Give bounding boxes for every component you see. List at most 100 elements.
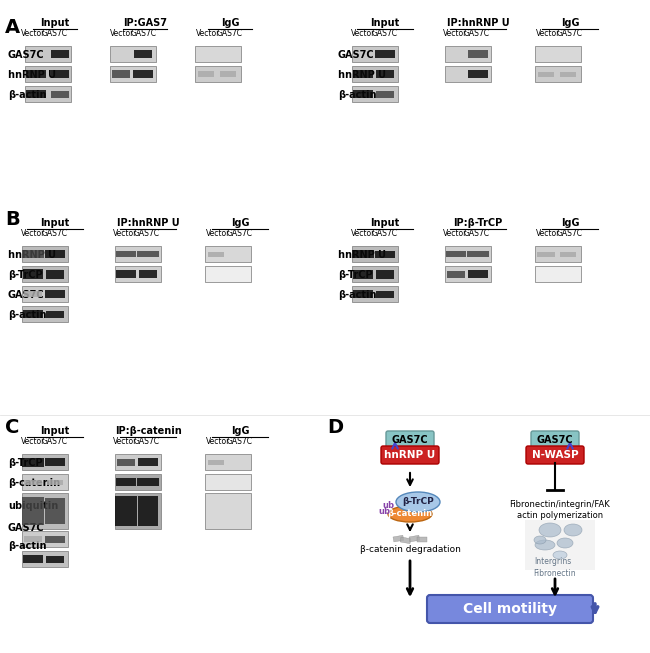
Text: β-TrCP: β-TrCP <box>402 498 434 507</box>
Text: Vector: Vector <box>536 229 560 238</box>
Bar <box>25 86 71 102</box>
Text: β-actin: β-actin <box>338 90 376 100</box>
Bar <box>51 91 69 97</box>
Text: GAS7C: GAS7C <box>42 437 68 446</box>
Bar <box>393 535 404 542</box>
Text: GAS7C: GAS7C <box>227 229 253 238</box>
Ellipse shape <box>534 536 546 544</box>
Bar <box>467 251 489 257</box>
Bar <box>139 270 157 278</box>
Text: Input: Input <box>40 218 70 228</box>
Ellipse shape <box>553 551 567 559</box>
Text: Input: Input <box>370 18 400 28</box>
Text: Fibronectin/integrin/FAK
actin polymerization: Fibronectin/integrin/FAK actin polymeriz… <box>510 500 610 520</box>
Bar <box>353 270 373 278</box>
Bar <box>45 498 65 524</box>
Bar <box>205 474 251 490</box>
Text: B: B <box>5 210 20 229</box>
Bar <box>352 66 398 82</box>
Text: IgG: IgG <box>561 18 579 28</box>
Bar <box>116 251 136 257</box>
Bar <box>353 290 373 298</box>
Bar <box>352 46 398 62</box>
Bar <box>205 454 251 470</box>
Text: ub: ub <box>382 500 394 509</box>
Text: Input: Input <box>370 218 400 228</box>
Bar <box>24 291 42 297</box>
Text: GAS7C: GAS7C <box>227 437 253 446</box>
Text: GAS7C: GAS7C <box>42 229 68 238</box>
Text: β-actin: β-actin <box>8 310 47 320</box>
Bar <box>22 458 44 466</box>
Text: Vector: Vector <box>536 29 560 38</box>
Text: hnRNP U: hnRNP U <box>8 250 56 260</box>
Text: β-catenin: β-catenin <box>8 478 60 488</box>
Text: IP:hnRNP U: IP:hnRNP U <box>117 218 179 228</box>
Text: GAS7C: GAS7C <box>131 29 157 38</box>
Bar <box>376 70 394 78</box>
Bar <box>112 70 130 78</box>
Bar <box>51 70 69 78</box>
Text: Vector: Vector <box>113 229 137 238</box>
Bar <box>208 251 224 257</box>
Text: Vector: Vector <box>21 437 46 446</box>
Bar <box>375 251 395 257</box>
Text: Vector: Vector <box>21 29 46 38</box>
Text: GAS7C: GAS7C <box>8 290 45 300</box>
Bar <box>137 478 159 486</box>
Text: IgG: IgG <box>561 218 579 228</box>
Text: Vector: Vector <box>113 437 137 446</box>
Text: A: A <box>5 18 20 37</box>
Ellipse shape <box>539 523 561 537</box>
Bar <box>45 458 65 466</box>
Bar <box>26 90 46 98</box>
Bar <box>45 250 65 258</box>
Bar <box>115 493 161 529</box>
Bar <box>46 270 64 278</box>
Bar <box>138 496 158 526</box>
Bar <box>560 251 576 257</box>
Text: Vector: Vector <box>21 229 46 238</box>
Bar <box>23 310 43 318</box>
Bar <box>46 556 64 562</box>
FancyBboxPatch shape <box>386 431 434 449</box>
Ellipse shape <box>388 506 432 522</box>
Text: IP:hnRNP U: IP:hnRNP U <box>447 18 510 28</box>
Text: C: C <box>5 418 20 437</box>
Text: β-actin: β-actin <box>8 541 47 551</box>
Text: GAS7C: GAS7C <box>392 435 428 445</box>
Bar <box>447 270 465 278</box>
Bar <box>205 266 251 282</box>
Bar <box>22 551 68 567</box>
Bar <box>352 266 398 282</box>
Text: Vector: Vector <box>196 29 220 38</box>
Bar <box>445 46 491 62</box>
Text: IgG: IgG <box>221 18 239 28</box>
Bar <box>26 70 46 78</box>
Bar <box>535 246 581 262</box>
Bar <box>25 66 71 82</box>
Text: β-actin: β-actin <box>8 90 47 100</box>
Bar <box>195 66 241 82</box>
Bar <box>417 537 427 542</box>
Text: Vector: Vector <box>206 229 230 238</box>
Bar <box>445 66 491 82</box>
Text: GAS7C: GAS7C <box>8 50 45 60</box>
Bar <box>537 251 555 257</box>
Bar <box>22 266 68 282</box>
Text: hnRNP U: hnRNP U <box>8 70 56 80</box>
Bar <box>538 71 554 76</box>
Text: IgG: IgG <box>231 426 249 436</box>
Text: β-TrCP: β-TrCP <box>338 270 372 280</box>
Text: GAS7C: GAS7C <box>464 29 490 38</box>
Bar <box>352 246 398 262</box>
FancyBboxPatch shape <box>427 595 593 623</box>
Bar <box>22 286 68 302</box>
Bar <box>376 91 394 97</box>
Bar <box>468 50 488 58</box>
Ellipse shape <box>535 540 555 550</box>
Bar <box>468 70 488 78</box>
Bar <box>47 479 63 485</box>
Bar <box>115 454 161 470</box>
Bar <box>535 266 581 282</box>
